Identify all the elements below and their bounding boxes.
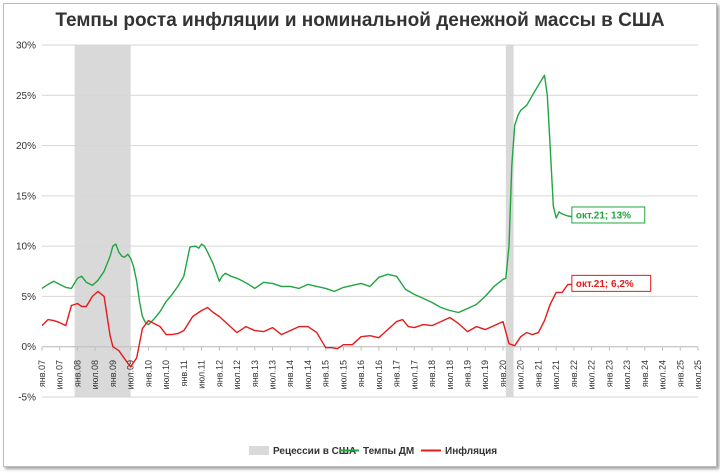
x-tick-label: янв.08 (72, 360, 82, 387)
x-tick-label: июл.09 (126, 360, 136, 389)
x-tick-label: янв.24 (640, 360, 650, 387)
x-tick-label: янв.17 (392, 360, 402, 387)
x-tick-label: июл.17 (409, 360, 419, 389)
x-tick-label: июл.10 (161, 360, 171, 389)
series-lines (41, 74, 610, 368)
annotations: окт.21; 13% окт.21; 6,2% (571, 206, 652, 292)
x-tick-label: июл.11 (197, 360, 207, 389)
x-tick-label: июл.25 (693, 360, 703, 389)
grid-lines (42, 44, 698, 398)
x-tick-label: янв.19 (463, 360, 473, 387)
y-tick-label: 15% (16, 191, 36, 202)
x-tick-label: янв.20 (498, 360, 508, 387)
series-line-inflation (41, 283, 574, 368)
x-tick-label: июл.13 (267, 360, 277, 389)
chart-title: Темпы роста инфляции и номинальной денеж… (55, 10, 665, 31)
annotation-label-0: окт.21; 13% (576, 210, 631, 221)
legend-label: Темпы ДМ (363, 446, 414, 457)
x-tick-label: июл.14 (303, 360, 313, 389)
x-tick-label: янв.10 (143, 360, 153, 387)
legend-label: Рецессии в США (273, 446, 356, 457)
x-tick-label: янв.16 (356, 360, 366, 387)
x-tick-label: июл.22 (587, 360, 597, 389)
x-tick-label: июл.21 (551, 360, 561, 389)
x-tick-label: янв.21 (533, 360, 543, 387)
chart-svg: -5%0%5%10%15%20%25%30% янв.07 июл.07 янв.0… (16, 41, 703, 458)
x-tick-label: янв.14 (285, 360, 295, 387)
x-axis-ticks: янв.07 июл.07 янв.08 июл.08 янв.09 июл.09 янв.… (37, 346, 703, 389)
chart-frame: Темпы роста инфляции и номинальной денеж… (3, 3, 717, 467)
y-tick-label: 25% (16, 91, 36, 102)
annotation-label-1: окт.21; 6,2% (576, 279, 634, 290)
x-tick-label: июл.16 (374, 360, 384, 389)
x-tick-label: июл.19 (480, 360, 490, 389)
x-tick-label: янв.07 (37, 360, 47, 387)
x-tick-label: июл.24 (658, 360, 668, 389)
x-tick-label: янв.25 (675, 360, 685, 387)
x-tick-label: июл.20 (516, 360, 526, 389)
x-tick-label: янв.12 (214, 360, 224, 387)
x-tick-label: янв.23 (604, 360, 614, 387)
legend: Рецессии в США Темпы ДМ Инфляция (249, 445, 497, 457)
annotation-box-1 (571, 274, 652, 292)
series-line-money-supply (41, 74, 610, 326)
x-tick-label: июл.23 (622, 360, 632, 389)
y-tick-label: 10% (16, 242, 36, 253)
recession-band-0 (74, 45, 131, 397)
x-tick-label: янв.18 (427, 360, 437, 387)
x-tick-label: июл.07 (55, 360, 65, 389)
x-tick-label: янв.11 (179, 360, 189, 386)
y-tick-label: 0% (22, 342, 37, 353)
x-tick-label: июл.15 (338, 360, 348, 389)
x-tick-label: июл.12 (232, 360, 242, 389)
y-tick-label: 5% (22, 292, 37, 303)
recession-bands (74, 45, 514, 397)
x-tick-label: янв.13 (250, 360, 260, 387)
y-tick-label: 20% (16, 141, 36, 152)
y-axis-ticks: -5% 0% 5% 10% 15% 20% 25% 30% (16, 41, 36, 404)
legend-label: Инфляция (445, 445, 497, 457)
x-tick-label: янв.09 (108, 360, 118, 387)
legend-swatch-recession (249, 446, 269, 455)
x-tick-label: янв.22 (569, 360, 579, 387)
y-tick-label: 30% (16, 41, 36, 52)
y-tick-label: -5% (18, 393, 36, 404)
annotation-box-0 (571, 206, 646, 224)
x-tick-label: июл.08 (90, 360, 100, 389)
x-tick-label: июл.18 (445, 360, 455, 389)
x-tick-label: янв.15 (321, 360, 331, 387)
